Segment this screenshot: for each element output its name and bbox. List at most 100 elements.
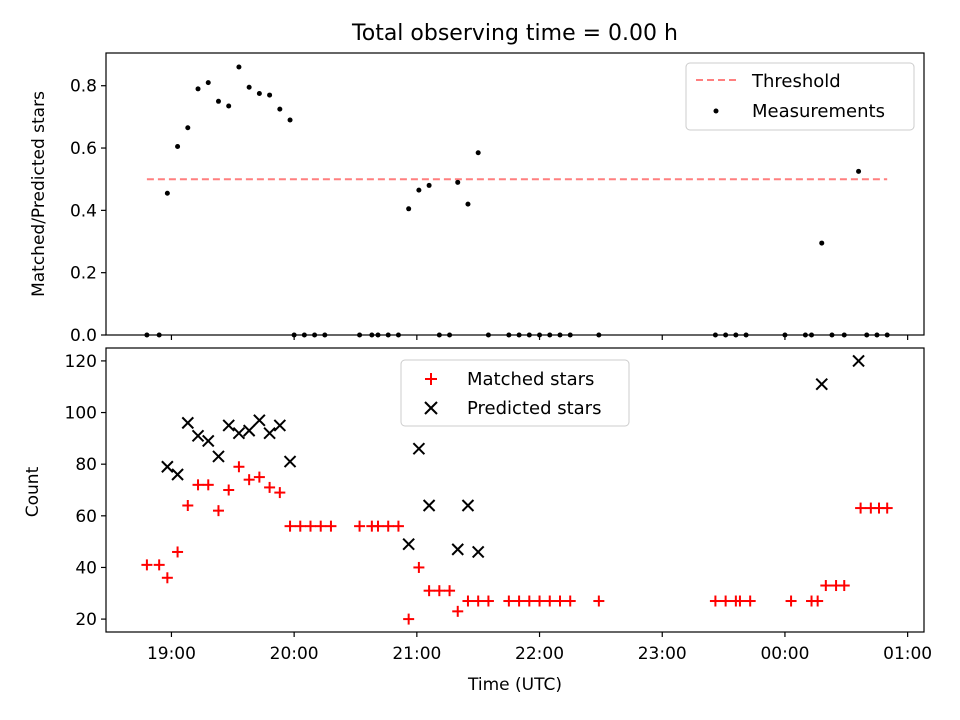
count-y-tick-label: 100	[65, 404, 97, 424]
matched-star-marker	[709, 595, 721, 607]
count-x-tick-label: 00:00	[760, 644, 809, 664]
ratio-plot-frame	[105, 52, 925, 336]
count-y-tick-label: 80	[75, 455, 97, 475]
measurement-point	[819, 240, 825, 246]
matched-star-marker	[785, 595, 797, 607]
matched-star-marker	[523, 595, 535, 607]
predicted-star-marker	[273, 419, 287, 432]
ratio-panel: Total observing time = 0.00 h Matched/Pr…	[29, 21, 925, 346]
matched-star-marker	[325, 520, 337, 532]
predicted-star-marker	[471, 545, 485, 559]
measurement-point	[164, 190, 170, 196]
measurement-point	[455, 179, 461, 185]
predicted-star-marker	[451, 543, 464, 556]
predicted-star-marker	[263, 426, 276, 440]
matched-star-marker	[720, 595, 732, 607]
matched-star-marker	[161, 572, 173, 584]
count-ylabel: Count	[23, 466, 43, 517]
measurement-point	[205, 80, 211, 86]
measurement-point	[226, 103, 232, 109]
predicted-star-marker	[222, 419, 235, 432]
count-panel: Count Time (UTC) 19:00 20:00 21:00 22:00 23:…	[23, 347, 933, 695]
matched-star-marker	[593, 595, 605, 607]
predicted-star-marker	[191, 429, 205, 442]
predicted-star-marker	[202, 434, 215, 448]
measurement-point	[267, 92, 273, 98]
matched-star-marker	[820, 580, 832, 592]
matched-star-marker	[382, 520, 394, 532]
matched-star-marker	[744, 595, 756, 607]
matched-star-marker	[413, 561, 425, 573]
matched-star-marker	[482, 595, 494, 607]
count-legend-matched-label: Matched stars	[467, 369, 594, 390]
matched-star-marker	[141, 559, 153, 571]
matched-star-marker	[233, 461, 245, 473]
matched-star-marker	[513, 595, 525, 607]
matched-star-marker	[838, 580, 850, 592]
count-y-tick-label: 40	[75, 558, 97, 578]
matched-star-marker	[354, 520, 366, 532]
matched-star-marker	[433, 585, 445, 597]
matched-star-marker	[212, 505, 224, 517]
measurement-point	[465, 201, 471, 207]
count-x-tick-label: 19:00	[147, 644, 196, 664]
matched-star-marker	[423, 585, 435, 597]
predicted-star-marker	[253, 414, 266, 427]
matched-star-marker	[182, 499, 194, 511]
count-axes: 19:00 20:00 21:00 22:00 23:00 00:00 01:00 20 40 6…	[65, 352, 933, 664]
predicted-star-marker	[815, 377, 828, 391]
matched-star-marker	[534, 595, 546, 607]
matched-star-marker	[403, 613, 415, 625]
ratio-legend-measurements-label: Measurements	[752, 101, 885, 122]
ratio-legend: Threshold Measurements	[685, 62, 915, 131]
measurement-point	[236, 64, 242, 70]
count-y-tick-label: 60	[75, 507, 97, 527]
ratio-title: Total observing time = 0.00 h	[351, 21, 678, 46]
matched-star-marker	[503, 595, 515, 607]
measurement-point	[215, 98, 221, 104]
count-legend-predicted-swatch	[424, 401, 438, 415]
measurement-point	[475, 150, 481, 156]
count-y-tick-label: 20	[75, 610, 97, 630]
measurement-point	[175, 143, 181, 149]
predicted-star-marker	[283, 455, 297, 468]
ratio-ylabel: Matched/Predicted stars	[29, 91, 49, 297]
count-legend-box	[400, 359, 630, 427]
measurement-point	[195, 86, 201, 92]
count-legend-predicted-label: Predicted stars	[467, 398, 601, 419]
measurement-point	[856, 168, 862, 174]
count-xlabel: Time (UTC)	[467, 675, 562, 695]
ratio-y-tick-label: 0.4	[70, 201, 97, 221]
matched-star-marker	[812, 595, 824, 607]
ratio-legend-threshold-label: Threshold	[751, 71, 841, 92]
matched-star-marker	[444, 585, 456, 597]
predicted-star-marker	[232, 426, 246, 440]
matched-star-marker	[472, 595, 484, 607]
matched-star-marker	[243, 474, 255, 486]
matched-star-marker	[452, 605, 464, 617]
matched-star-marker	[294, 520, 306, 532]
count-x-tick-label: 01:00	[883, 644, 932, 664]
ratio-y-tick-label: 0.2	[70, 264, 97, 284]
matched-star-marker	[315, 520, 327, 532]
count-x-tick-label: 23:00	[638, 644, 687, 664]
measurement-point	[256, 91, 262, 97]
count-x-tick-label: 21:00	[392, 644, 441, 664]
predicted-star-marker	[242, 424, 256, 437]
matched-star-marker	[554, 595, 566, 607]
matched-star-marker	[462, 595, 474, 607]
predicted-star-marker	[181, 416, 195, 430]
count-legend-matched-swatch	[425, 373, 437, 385]
matched-star-marker	[372, 520, 384, 532]
matched-star-marker	[153, 559, 165, 571]
matched-star-marker	[284, 520, 296, 532]
matched-star-marker	[881, 502, 893, 514]
matched-star-marker	[264, 481, 276, 493]
predicted-star-marker	[852, 354, 865, 368]
matched-star-marker	[274, 487, 286, 499]
matched-star-marker	[305, 520, 316, 532]
ratio-y-tick-label: 0.8	[70, 77, 97, 97]
ratio-y-tick-label: 0.0	[70, 326, 97, 346]
count-x-tick-label: 22:00	[515, 644, 564, 664]
